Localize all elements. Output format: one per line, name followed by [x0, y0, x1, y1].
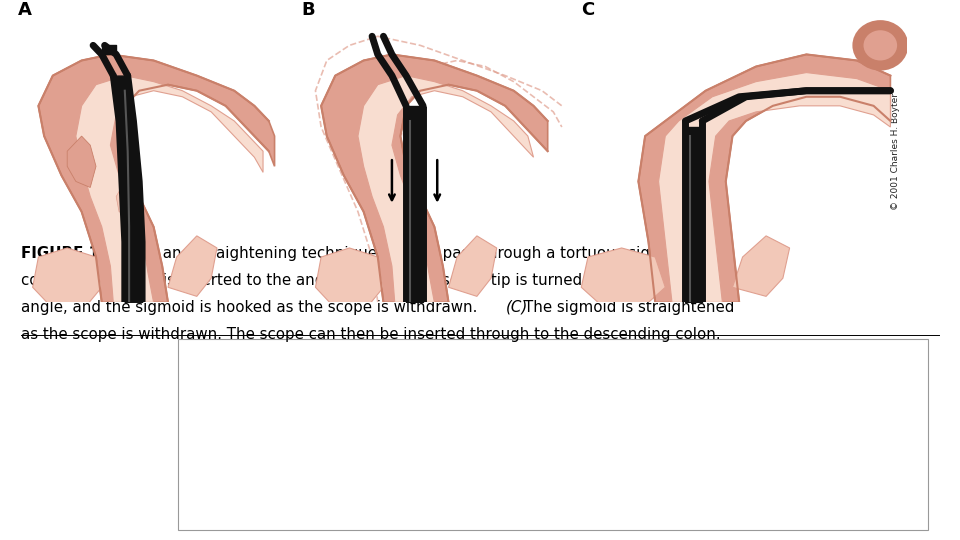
Text: The sigmoid is straightened: The sigmoid is straightened: [524, 300, 734, 315]
Polygon shape: [358, 76, 534, 302]
Text: (A): (A): [62, 273, 84, 288]
Circle shape: [853, 21, 907, 70]
Polygon shape: [732, 236, 789, 296]
Text: A: A: [18, 1, 32, 19]
Polygon shape: [638, 55, 890, 302]
Polygon shape: [76, 76, 263, 302]
Text: colon.: colon.: [21, 273, 71, 288]
Text: (B): (B): [391, 273, 413, 288]
Polygon shape: [581, 248, 665, 312]
Text: angle, and the sigmoid is hooked as the scope is withdrawn.: angle, and the sigmoid is hooked as the …: [21, 300, 482, 315]
Polygon shape: [448, 236, 496, 296]
Text: B: B: [301, 1, 315, 19]
Polygon shape: [116, 176, 139, 218]
Text: Hooking and straightening technique used to pass through a tortuous sigmoid: Hooking and straightening technique used…: [96, 246, 687, 261]
Text: (C): (C): [506, 300, 528, 315]
Text: The scope tip is turned to a sharp: The scope tip is turned to a sharp: [409, 273, 663, 288]
Text: © 2001 Charles H. Boyter: © 2001 Charles H. Boyter: [891, 93, 900, 210]
Text: The scope is inserted to the angled sigmoid.: The scope is inserted to the angled sigm…: [81, 273, 420, 288]
Text: as the scope is withdrawn. The scope can then be inserted through to the descend: as the scope is withdrawn. The scope can…: [21, 327, 721, 342]
Bar: [178, 339, 928, 530]
Text: C: C: [581, 1, 594, 19]
Polygon shape: [659, 72, 890, 302]
Polygon shape: [38, 55, 275, 302]
Polygon shape: [168, 236, 217, 296]
Polygon shape: [316, 248, 383, 312]
Polygon shape: [33, 248, 102, 312]
Circle shape: [864, 30, 897, 60]
Polygon shape: [67, 136, 96, 187]
Polygon shape: [321, 55, 547, 302]
Text: FIGURE 1.: FIGURE 1.: [21, 246, 105, 261]
